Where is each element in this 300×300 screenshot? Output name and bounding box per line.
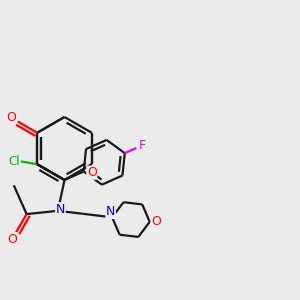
Text: N: N <box>106 206 115 218</box>
Text: O: O <box>7 233 17 246</box>
Text: O: O <box>152 215 161 228</box>
Text: O: O <box>87 166 97 179</box>
Text: F: F <box>139 139 145 152</box>
Text: N: N <box>56 203 65 216</box>
Text: Cl: Cl <box>9 155 20 168</box>
Text: O: O <box>6 111 16 124</box>
